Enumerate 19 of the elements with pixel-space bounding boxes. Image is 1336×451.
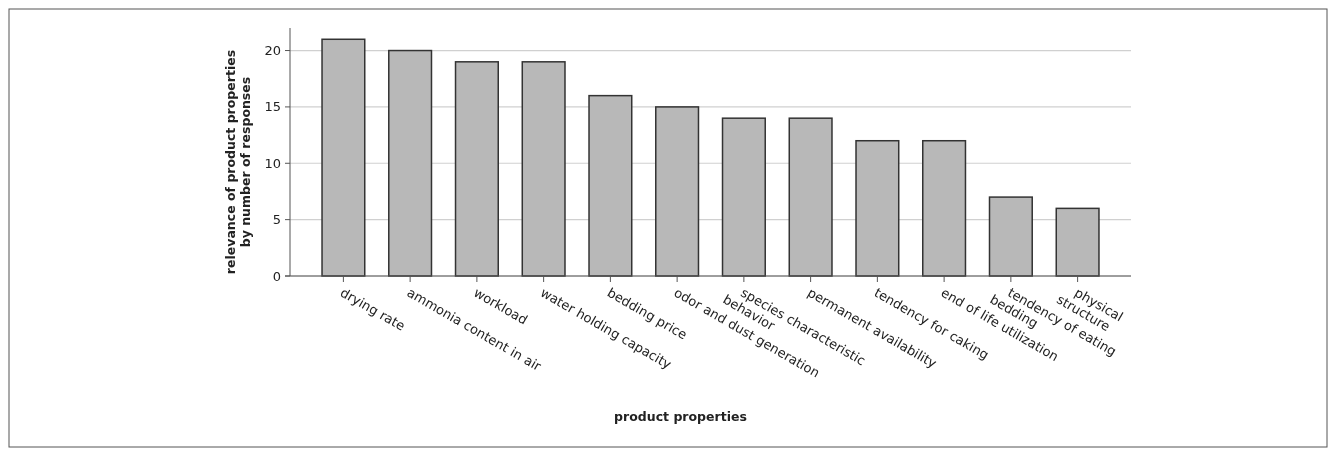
bar xyxy=(655,106,700,277)
y-tick-label: 20 xyxy=(264,43,281,59)
y-tick-label: 0 xyxy=(272,268,281,284)
bar xyxy=(855,139,900,277)
bar xyxy=(721,117,766,277)
bar xyxy=(788,117,833,277)
y-tick-label: 15 xyxy=(264,99,281,115)
x-axis-title: product properties xyxy=(614,409,747,424)
bar xyxy=(454,61,499,277)
bar xyxy=(388,49,433,277)
bar xyxy=(988,196,1033,277)
y-axis-title: relevance of product properties by number of responses xyxy=(222,49,253,275)
bar xyxy=(321,38,366,277)
bar xyxy=(521,61,566,277)
y-tick-label: 10 xyxy=(264,155,281,171)
bar xyxy=(1055,207,1100,277)
y-tick-label: 5 xyxy=(272,212,281,228)
bar xyxy=(922,139,967,277)
bar xyxy=(588,94,633,277)
